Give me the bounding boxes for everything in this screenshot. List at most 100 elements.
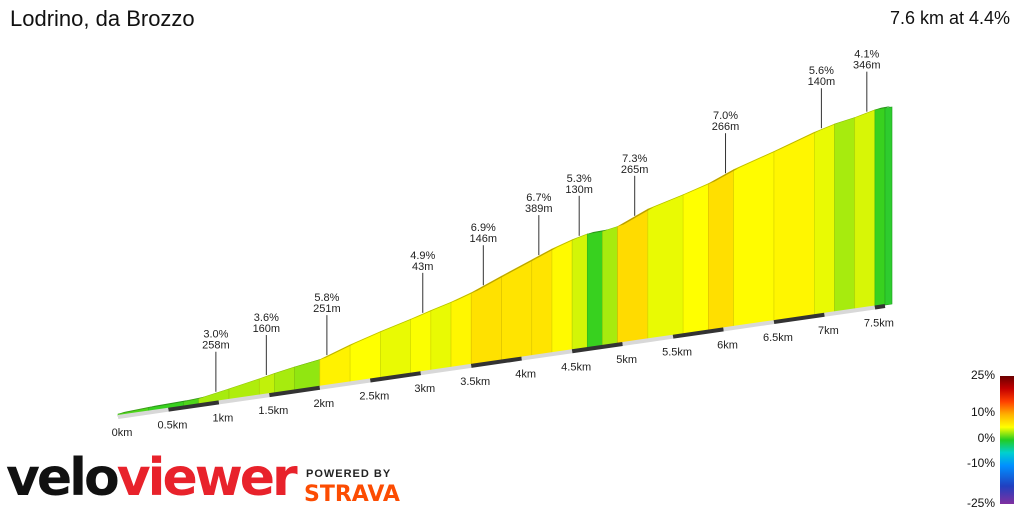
profile-segment [380, 318, 411, 379]
x-tick-label: 1km [213, 412, 234, 424]
x-tick-label: 7km [818, 325, 839, 337]
profile-ridge [229, 376, 266, 389]
legend-label: -25% [966, 496, 995, 510]
x-tick-label: 6.5km [763, 332, 793, 344]
profile-segment [814, 123, 835, 316]
ground-band [723, 320, 775, 332]
ground-band [874, 304, 886, 310]
x-tick-label: 0km [112, 427, 133, 439]
profile-ridge [198, 386, 236, 399]
x-tick-label: 6km [717, 339, 738, 351]
profile-ridge [531, 246, 558, 260]
x-tick-label: 7.5km [864, 317, 894, 329]
profile-segment [647, 194, 684, 340]
annotation-length: 130m [565, 184, 593, 196]
climb-summary: 7.6 km at 4.4% [889, 8, 1010, 28]
profile-segment [274, 366, 295, 394]
profile-ridge [294, 357, 326, 367]
ground-band [824, 305, 876, 317]
profile-ridge [430, 300, 458, 311]
profile-segment [319, 344, 351, 388]
legend-label: 10% [970, 405, 995, 419]
ground-band [269, 385, 321, 398]
profile-end-cap [884, 106, 893, 306]
profile-ridge [572, 231, 594, 240]
profile-ridge [118, 405, 155, 414]
ground-band [319, 378, 371, 390]
profile-segment [602, 226, 618, 347]
profile-ridge [501, 257, 538, 277]
annotation-length: 389m [525, 203, 553, 215]
annotation-length: 265m [621, 164, 649, 176]
profile-segment [682, 183, 709, 335]
ground-band [521, 349, 573, 361]
profile-ridge [350, 329, 387, 345]
legend-label: 0% [977, 431, 995, 445]
ground-band [420, 363, 472, 376]
annotation-length: 346m [853, 60, 881, 72]
ground-band [622, 334, 674, 346]
annotation-gradient: 4.9% [410, 250, 435, 262]
annotation-length: 146m [470, 233, 498, 245]
x-tick-label: 4.5km [561, 361, 591, 373]
ground-band [117, 407, 169, 419]
x-tick-label: 3.5km [460, 376, 490, 388]
annotation-length: 43m [412, 261, 433, 273]
x-tick-label: 1.5km [258, 405, 288, 417]
annotation-gradient: 3.6% [254, 312, 279, 324]
profile-segment [349, 331, 381, 383]
annotation-gradient: 6.9% [471, 222, 496, 234]
profile-ridge [708, 167, 740, 184]
profile-ridge [733, 149, 780, 170]
x-tick-label: 3km [414, 383, 435, 395]
annotation-gradient: 7.3% [622, 153, 647, 165]
x-tick-label: 2km [313, 398, 334, 410]
profile-segment [450, 292, 472, 369]
ground-band [168, 400, 220, 412]
profile-ridge [380, 317, 417, 332]
annotation-gradient: 5.8% [314, 292, 339, 304]
profile-ridge [814, 122, 841, 133]
ground-band [672, 327, 724, 339]
legend-label: -10% [966, 456, 995, 470]
annotation-gradient: 7.0% [713, 110, 738, 122]
annotation-length: 160m [253, 323, 281, 335]
profile-ridge [683, 181, 715, 195]
ground-band [773, 312, 825, 325]
profile-segment [531, 248, 553, 357]
annotation-gradient: 6.7% [526, 192, 551, 204]
profile-segment [708, 169, 734, 331]
ground-band [370, 371, 422, 383]
x-tick-label: 2.5km [359, 390, 389, 402]
x-tick-label: 4km [515, 369, 536, 381]
profile-segment [586, 231, 603, 349]
gradient-legend-bar [1000, 376, 1014, 504]
profile-ridge [319, 342, 357, 360]
profile-ridge [183, 396, 205, 402]
veloviewer-logo[interactable]: veloviewer [6, 448, 298, 508]
annotation-length: 140m [808, 76, 836, 88]
annotation-gradient: 4.1% [854, 49, 879, 61]
profile-segment [430, 301, 452, 372]
ground-band [218, 393, 270, 405]
profile-segment [617, 208, 649, 345]
x-tick-label: 5km [616, 354, 637, 366]
profile-ridge [617, 207, 654, 227]
annotation-gradient: 3.0% [203, 329, 228, 341]
profile-segment [258, 372, 275, 396]
profile-segment [571, 233, 588, 351]
profile-ridge [471, 274, 508, 293]
profile-ridge [773, 130, 821, 152]
strava-logo[interactable]: STRAVA [304, 482, 400, 507]
x-tick-label: 5.5km [662, 347, 692, 359]
profile-ridge [259, 371, 281, 379]
profile-ridge [551, 237, 579, 249]
profile-segment [470, 275, 502, 366]
x-tick-label: 0.5km [157, 420, 187, 432]
legend-label: 25% [970, 368, 995, 382]
ground-band [470, 356, 522, 368]
powered-by-label: POWERED BY [306, 468, 392, 480]
profile-ridge [587, 229, 609, 234]
ground-band [571, 341, 623, 354]
